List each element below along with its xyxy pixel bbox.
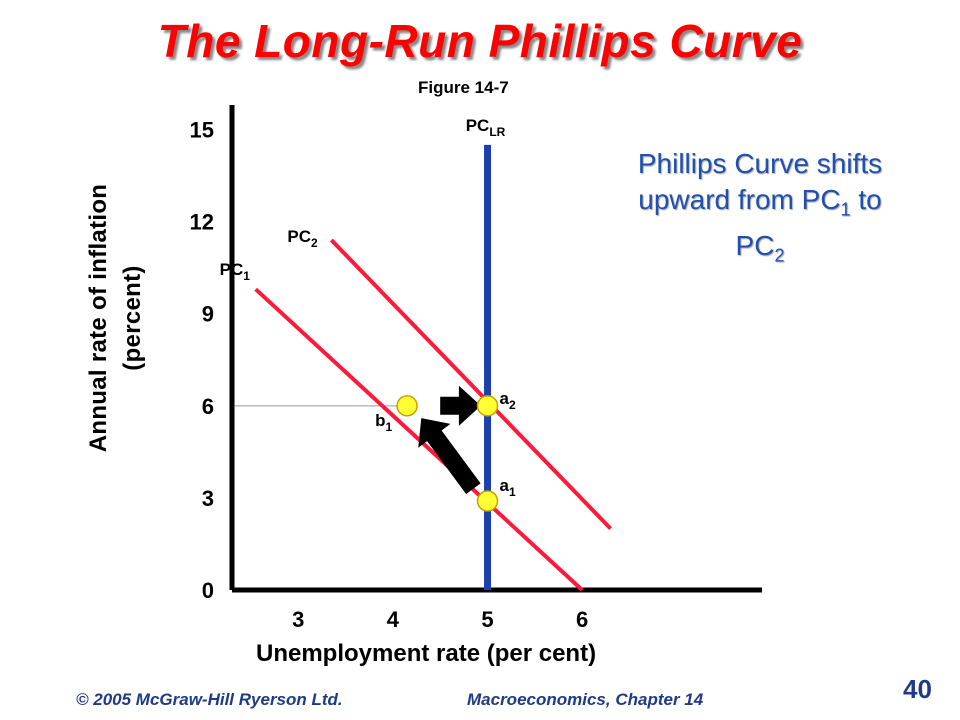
point-a1-label: a1 [500,476,516,499]
pc2-line [329,238,613,530]
x-tick-5: 5 [481,607,493,632]
annotation-line2: upward from PC1 to [638,184,882,220]
pc1-label: PC1 [220,260,251,283]
x-tick-3: 3 [292,607,304,632]
pc2-label: PC2 [287,227,318,250]
figure-label: Figure 14-7 [418,78,509,97]
page-number: 40 [903,674,932,704]
shift-annotation: Phillips Curve shifts upward from PC1 to… [585,146,935,273]
x-axis-label: Unemployment rate (per cent) [256,640,597,667]
footer-copyright: © 2005 McGraw-Hill Ryerson Ltd. [76,690,343,709]
point-a2 [476,395,499,417]
x-tick-4: 4 [387,607,400,632]
y-tick-0: 0 [202,578,214,603]
annotation-line3: PC2 [735,229,785,266]
shift-arrow-upleft [418,418,481,494]
point-a2-label: a2 [500,389,516,412]
pclr-label: PCLR [466,116,506,139]
point-a1 [476,490,499,512]
shift-arrow-right [440,385,481,426]
y-tick-15: 15 [190,118,214,143]
y-tick-12: 12 [190,210,214,235]
y-tick-3: 3 [202,486,214,511]
point-b1 [396,395,418,417]
footer-chapter: Macroeconomics, Chapter 14 [467,690,704,709]
pc1-line [254,287,584,592]
point-b1-label: b1 [375,411,392,434]
slide-title: The Long-Run Phillips Curve [157,15,803,67]
y-tick-6: 6 [202,394,214,419]
y-tick-9: 9 [202,302,214,327]
x-tick-6: 6 [576,607,588,632]
annotation-line1: Phillips Curve shifts [637,148,883,179]
